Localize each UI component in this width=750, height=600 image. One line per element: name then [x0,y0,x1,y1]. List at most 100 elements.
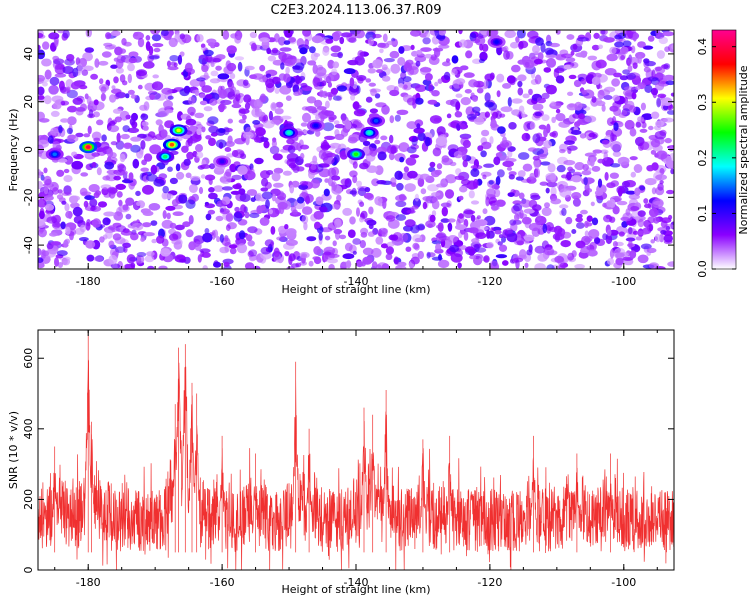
heatmap-cell [580,209,588,215]
heatmap-hotspot [169,142,175,147]
heatmap-cell [54,73,67,78]
heatmap-cell [243,79,249,86]
heatmap-cell [613,72,622,78]
heatmap-cell [591,44,600,51]
heatmap-cell [422,201,428,210]
heatmap-cell [57,30,65,34]
heatmap-cell [518,152,530,160]
heatmap-cell [208,178,213,186]
heatmap-cell [163,193,174,200]
heatmap-cell [559,149,566,154]
heatmap-cell [220,99,232,105]
heatmap-cell [227,135,233,144]
heatmap-cell [72,67,79,78]
heatmap-cell [376,69,383,74]
heatmap-cell [514,213,520,222]
heatmap-cell [205,93,213,99]
heatmap-cell [123,142,132,150]
heatmap-cell [115,246,126,253]
heatmap-cell [617,156,630,166]
heatmap-cell [639,128,648,133]
heatmap-cell [111,88,122,95]
heatmap-cell [555,108,561,114]
heatmap-cell [227,81,235,90]
heatmap-cell [328,116,335,123]
heatmap-cell [358,187,367,197]
heatmap-cell [502,260,509,266]
heatmap-cell [63,175,73,183]
heatmap-cell [279,47,292,52]
heatmap-cell [113,175,121,181]
heatmap-cell [477,226,489,231]
heatmap-cell [345,120,352,130]
heatmap-cell [332,95,342,101]
heatmap-cell [75,132,84,138]
spectrogram-x-label: Height of straight line (km) [281,283,430,296]
heatmap-cell [465,50,473,59]
heatmap-cell [368,82,376,87]
heatmap-cell [566,34,575,40]
heatmap-cell [511,109,522,116]
heatmap-cell [137,37,145,48]
heatmap-cell [55,132,62,137]
heatmap-cell [469,254,477,260]
heatmap-cell [306,236,317,242]
heatmap-cell [337,85,347,92]
heatmap-cell [372,33,382,39]
heatmap-cell [74,227,85,235]
heatmap-cell [442,61,451,67]
heatmap-cell [49,232,58,237]
heatmap-cell [454,111,463,118]
heatmap-cell [616,225,628,235]
heatmap-cell [277,190,285,198]
heatmap-cell [610,163,621,168]
heatmap-cell [547,163,556,173]
heatmap-cell [495,110,502,120]
heatmap-cell [585,188,593,193]
heatmap-cell [43,195,54,201]
heatmap-cell [613,262,623,269]
heatmap-cell [161,219,173,229]
heatmap-cell [635,236,643,241]
heatmap-cell [641,113,653,120]
heatmap-cell [340,178,350,185]
heatmap-cell [402,76,412,83]
heatmap-cell [188,241,196,251]
heatmap-cell [424,73,433,81]
heatmap-cell [427,99,438,105]
heatmap-cell [571,175,582,183]
heatmap-cell [107,148,114,158]
heatmap-cell [398,83,404,88]
heatmap-cell [280,62,285,70]
heatmap-cell [250,42,257,52]
heatmap-cell [637,219,645,228]
heatmap-cell [140,113,149,121]
heatmap-cell [629,250,637,259]
heatmap-cell [398,142,410,153]
heatmap-cell [652,216,660,224]
heatmap-cell [434,30,439,37]
heatmap-cell [655,120,665,127]
heatmap-cell [574,162,585,171]
heatmap-cell [122,80,128,86]
heatmap-cell [650,149,657,155]
heatmap-cell [356,75,367,81]
heatmap-cell [299,47,308,55]
heatmap-cell [495,152,503,158]
heatmap-cell [563,159,576,166]
heatmap-cell [55,64,61,70]
heatmap-cell [306,96,317,104]
heatmap-cell [385,253,393,260]
heatmap-cell [158,265,168,269]
heatmap-cell [202,265,208,269]
heatmap-cell [238,119,246,124]
heatmap-cell [453,150,463,159]
heatmap-cell [204,203,216,209]
heatmap-cell [299,144,310,150]
heatmap-cell [119,110,130,121]
heatmap-cell [417,132,426,142]
heatmap-cell [540,161,551,166]
heatmap-cell [485,196,490,207]
heatmap-hotspot [163,154,168,159]
heatmap-cell [274,108,284,115]
